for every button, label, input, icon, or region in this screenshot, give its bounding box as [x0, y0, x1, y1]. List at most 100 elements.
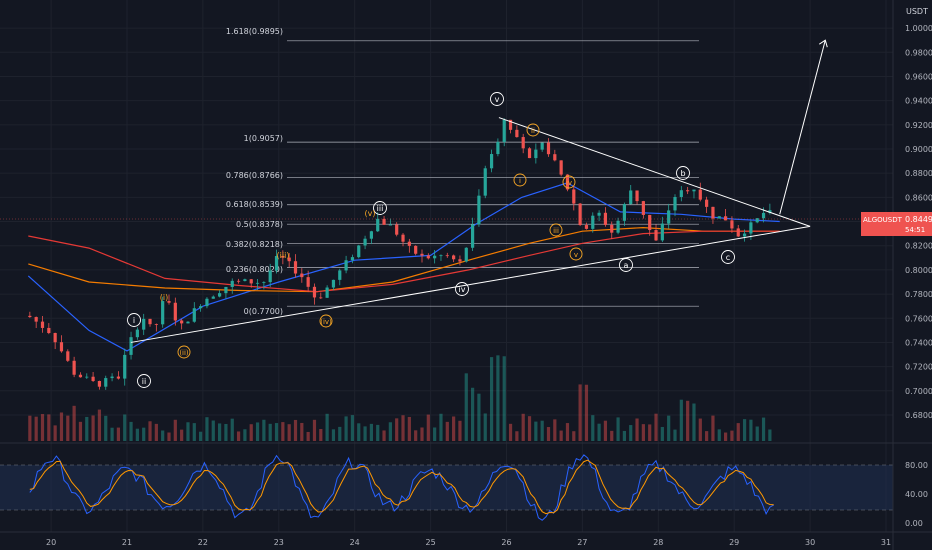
wave-label-c: c: [721, 250, 735, 264]
candle-body: [110, 376, 114, 379]
time-tick-label: 25: [426, 538, 436, 547]
volume-bar: [572, 431, 576, 441]
candle-body: [287, 257, 291, 262]
volume-bar: [287, 424, 291, 441]
candle-body: [761, 212, 766, 219]
volume-bar: [489, 357, 494, 441]
svg-text:a: a: [624, 261, 629, 270]
candle-body: [420, 253, 424, 256]
volume-bar: [116, 427, 120, 441]
elliott-wave-labels[interactable]: i ii iii iv v a b c (i) (ii) (iii) (iv) …: [127, 92, 735, 388]
candle-body: [161, 301, 165, 325]
candle-body: [331, 279, 336, 288]
volume-bar: [78, 421, 83, 441]
candle-body: [578, 203, 582, 226]
price-tick-label: 0.9600: [905, 72, 932, 81]
volume-bar: [59, 412, 64, 441]
candle-body: [426, 255, 430, 259]
volume-bar: [622, 430, 626, 441]
candle-body: [306, 277, 310, 287]
price-tag-countdown: 54:51: [905, 226, 925, 234]
candle-body: [97, 380, 102, 387]
fib-label-05: 0.5(0.8378): [236, 220, 283, 229]
volume-bar: [591, 415, 595, 441]
fib-label-1618: 1.618(0.9895): [226, 27, 283, 36]
candle-body: [78, 374, 83, 378]
candle-body: [407, 241, 411, 246]
volume-bar: [28, 415, 32, 441]
candle-body: [129, 337, 133, 355]
trendline: [130, 225, 811, 343]
volume-bar: [565, 423, 570, 441]
candle-body: [249, 279, 253, 284]
volume-bar: [236, 431, 241, 441]
candle-body: [243, 279, 247, 281]
candle-body: [262, 282, 266, 283]
volume-bar: [534, 421, 538, 441]
price-axis[interactable]: USDT 1.0000 0.9800 0.9600 0.9400 0.9200 0.900…: [861, 0, 932, 550]
candle-body: [230, 280, 234, 287]
candle-body: [154, 324, 158, 325]
volume-bar: [180, 429, 184, 441]
candle-body: [502, 119, 506, 142]
candle-body: [705, 199, 709, 207]
price-tick-label: 0.8600: [905, 193, 932, 202]
wave-label-sub-i: i: [513, 173, 527, 187]
volume-bar: [388, 422, 392, 441]
volume-bar: [458, 420, 462, 441]
svg-text:b: b: [680, 169, 685, 178]
candle-body: [300, 273, 304, 278]
candle-body: [312, 286, 317, 298]
volume-bar: [104, 415, 108, 441]
fibonacci-retracement[interactable]: 1.618(0.9895) 1(0.9057) 0.786(0.8766) 0.…: [226, 27, 699, 316]
volume-bar: [616, 417, 620, 441]
volume-bar: [711, 415, 715, 441]
candle-body: [199, 306, 203, 309]
candle-body: [641, 201, 645, 215]
candle-body: [388, 224, 392, 226]
candle-body: [445, 255, 449, 257]
volume-bar: [508, 423, 513, 441]
volume-bar: [584, 384, 589, 441]
stoch-tick-0: 0.00: [905, 519, 923, 528]
price-tick-label: 0.9000: [905, 145, 932, 154]
volume-bar: [325, 413, 329, 441]
candle-body: [167, 301, 171, 303]
price-tick-label: 0.9800: [905, 48, 932, 57]
volume-bar: [698, 418, 702, 441]
candle-body: [72, 360, 76, 375]
stoch-lines: [29, 454, 774, 521]
time-tick-label: 31: [881, 538, 891, 547]
candle-body: [717, 216, 721, 219]
time-tick-label: 20: [46, 538, 56, 547]
candle-body: [439, 255, 443, 257]
candle-body: [268, 270, 272, 283]
candle-body: [565, 174, 570, 190]
volume-bar: [382, 430, 386, 441]
candle-body: [768, 210, 772, 213]
stoch-rsi-pane[interactable]: [0, 442, 932, 521]
price-tick-label: 0.8200: [905, 242, 932, 251]
volume-bar: [148, 421, 152, 441]
volume-bar: [673, 429, 677, 441]
fib-label-0786: 0.786(0.8766): [226, 171, 283, 180]
wave-label-paren-i: (i): [160, 293, 168, 302]
time-axis[interactable]: 20 21 22 23 24 25 26 27 28 29 30 31: [0, 531, 932, 547]
volume-bar: [262, 419, 266, 441]
candle-body: [452, 255, 456, 260]
stoch-k-line: [29, 454, 774, 521]
volume-bar: [300, 422, 304, 441]
svg-text:iv: iv: [459, 285, 466, 294]
volume-bar: [768, 429, 772, 441]
time-tick-label: 28: [653, 538, 663, 547]
time-tick-label: 26: [501, 538, 511, 547]
trendlines[interactable]: [130, 39, 828, 343]
svg-text:iii: iii: [377, 204, 384, 213]
volume-bar: [705, 431, 709, 441]
candle-body: [477, 195, 481, 225]
wave-label-v: v: [490, 92, 504, 106]
volume-bar: [445, 421, 449, 441]
candle-body: [742, 233, 747, 237]
fib-label-0382: 0.382(0.8218): [226, 240, 283, 249]
